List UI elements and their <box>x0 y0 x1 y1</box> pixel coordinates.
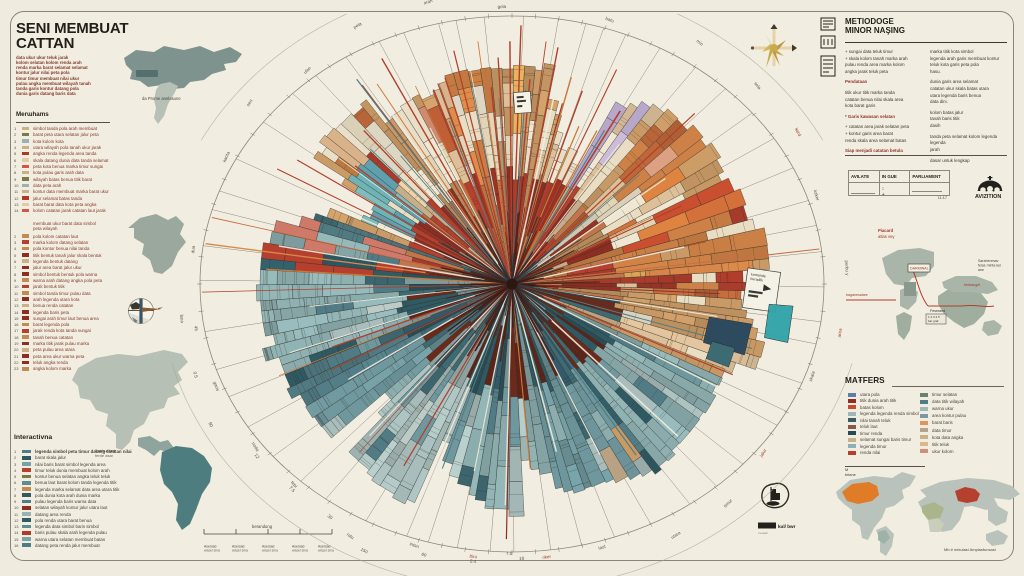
svg-text:Asersad: Asersad <box>318 545 331 549</box>
svg-text:jalur: jalur <box>758 448 768 459</box>
svg-text:wasel sina: wasel sina <box>232 549 248 553</box>
svg-text:2.4: 2.4 <box>470 558 477 564</box>
svg-text:tepi: tepi <box>290 480 299 489</box>
svg-text:biru: biru <box>469 553 478 559</box>
svg-text:kul/ bwr: kul/ bwr <box>778 524 796 529</box>
svg-text:ulan: ulan <box>302 65 312 75</box>
svg-text:peta: peta <box>352 21 363 30</box>
svg-text:menjadi: menjadi <box>758 531 768 535</box>
svg-text:lima: lima <box>179 314 185 323</box>
svg-text:Sarahenmav: Sarahenmav <box>978 259 999 263</box>
svg-text:90: 90 <box>207 421 214 428</box>
svg-text:Feserand: Feserand <box>930 309 945 313</box>
svg-text:Mb # nekulasi Amplasfunsasi: Mb # nekulasi Amplasfunsasi <box>944 547 996 552</box>
svg-text:18: 18 <box>519 556 525 561</box>
svg-text:dua: dua <box>190 245 196 253</box>
svg-text:seri: seri <box>245 98 253 107</box>
svg-text:bar graf: bar graf <box>928 319 939 323</box>
svg-text:oker: oker <box>542 554 552 560</box>
svg-text:baganesalare: baganesalare <box>846 293 868 297</box>
svg-text:noda: noda <box>251 441 261 453</box>
svg-text:utara: utara <box>670 530 682 540</box>
svg-text:berandung: berandung <box>252 524 273 529</box>
svg-text:lutker: lutker <box>813 189 821 201</box>
svg-text:Asersad: Asersad <box>204 545 217 549</box>
svg-text:0.5: 0.5 <box>192 371 199 379</box>
svg-text:Asersad: Asersad <box>262 545 275 549</box>
svg-text:gola: gola <box>498 4 507 9</box>
svg-text:batu: batu <box>605 16 615 24</box>
svg-text:wasel sina: wasel sina <box>262 549 278 553</box>
svg-text:kard: kard <box>794 127 803 138</box>
svg-text:wasel sina: wasel sina <box>318 549 334 553</box>
svg-text:DARMINAL: DARMINAL <box>910 267 929 271</box>
svg-text:ane: ane <box>978 268 984 272</box>
svg-text:da Prome anelasune: da Prome anelasune <box>142 96 181 101</box>
svg-text:12: 12 <box>253 453 260 460</box>
svg-text:7.5: 7.5 <box>288 485 296 493</box>
svg-text:Asersad: Asersad <box>232 545 245 549</box>
svg-text:sela: sela <box>753 81 762 91</box>
svg-text:Piacard: Piacard <box>878 228 894 233</box>
svg-text:ferde asar: ferde asar <box>95 453 114 458</box>
svg-text:area: area <box>837 328 843 338</box>
svg-text:komande: komande <box>751 272 766 278</box>
svg-text:7.0: 7.0 <box>506 551 513 556</box>
svg-text:60: 60 <box>421 552 428 558</box>
svg-text:wasel sina: wasel sina <box>204 549 220 553</box>
svg-text:laut: laut <box>598 543 607 550</box>
svg-text:arah: arah <box>423 0 434 5</box>
svg-text:ratu: ratu <box>346 532 356 541</box>
svg-text:min: min <box>695 38 704 47</box>
svg-text:intan: intan <box>409 541 420 549</box>
svg-text:perbu y: perbu y <box>844 260 850 276</box>
svg-text:wasel sina: wasel sina <box>292 549 308 553</box>
svg-text:150: 150 <box>360 547 369 555</box>
svg-text:AVIZITION: AVIZITION <box>975 194 1001 200</box>
svg-text:Asersad: Asersad <box>292 545 305 549</box>
svg-text:45: 45 <box>193 326 199 332</box>
svg-text:Dasbutibad: Dasbutibad <box>95 448 115 453</box>
svg-text:30: 30 <box>327 513 334 520</box>
svg-text:felas minta kel: felas minta kel <box>978 264 1001 268</box>
svg-text:garis: garis <box>212 381 220 393</box>
svg-text:kanta: kanta <box>222 150 231 163</box>
svg-text:timur: timur <box>723 498 734 509</box>
svg-text:atlas vey: atlas vey <box>878 234 895 239</box>
svg-text:skala: skala <box>808 370 816 382</box>
svg-text:1 2 3 4 5: 1 2 3 4 5 <box>928 315 940 319</box>
svg-text:herbangel: herbangel <box>964 283 980 287</box>
svg-text:heradlik: heradlik <box>750 277 763 283</box>
